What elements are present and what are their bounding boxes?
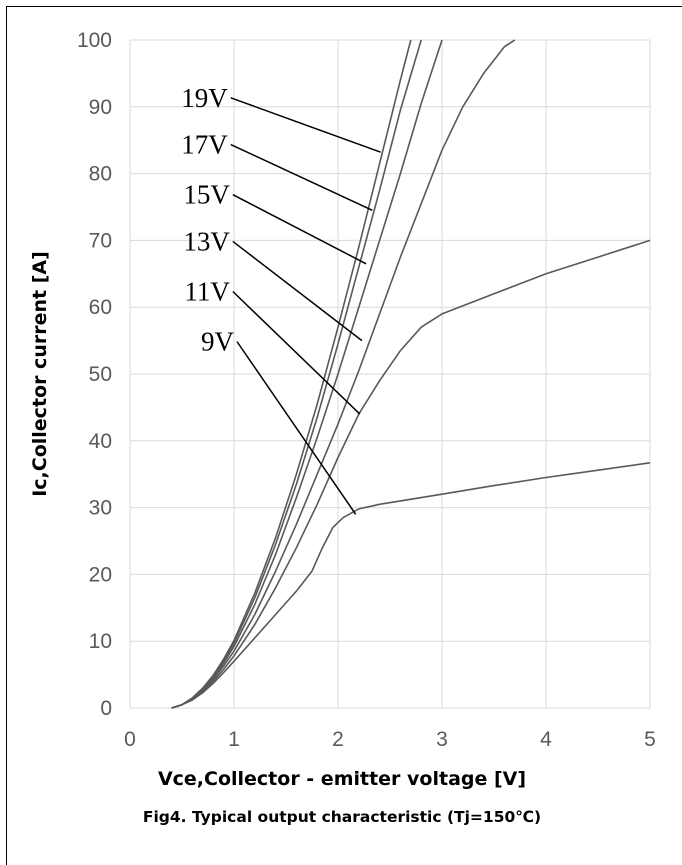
y-tick-label: 70 (89, 229, 112, 252)
x-tick-label: 5 (644, 728, 656, 751)
x-tick-label: 3 (436, 728, 448, 751)
curve-label-13V: 13V (183, 226, 230, 256)
x-tick-label: 2 (332, 728, 344, 751)
y-tick-label: 20 (89, 563, 112, 586)
leader-line-11V (232, 290, 361, 415)
y-tick-label: 90 (89, 96, 112, 119)
leader-line-15V (232, 193, 367, 265)
x-tick-label: 1 (228, 728, 240, 751)
curve-label-17V: 17V (181, 130, 228, 160)
leader-line-9V (236, 341, 357, 515)
y-tick-label: 10 (89, 630, 112, 653)
curve-label-11V: 11V (184, 277, 230, 307)
curve-label-9V: 9V (201, 327, 235, 357)
series-lines (171, 39, 651, 709)
leader-line-13V (232, 240, 363, 342)
series-line-11V (171, 239, 651, 709)
y-tick-label: 80 (89, 163, 112, 186)
x-tick-label: 4 (540, 728, 552, 751)
x-tick-label: 0 (124, 728, 136, 751)
y-tick-labels: 0 10 20 30 40 50 60 70 80 90 100 (77, 29, 112, 720)
y-tick-label: 0 (100, 697, 112, 720)
figure-caption: Fig4. Typical output characteristic (Tj=… (143, 808, 541, 826)
y-tick-label: 100 (77, 29, 112, 52)
y-tick-label: 30 (89, 497, 112, 520)
x-axis-title: Vce,Collector - emitter voltage [V] (158, 768, 526, 790)
curve-label-15V: 15V (183, 180, 230, 210)
series-line-9V (171, 462, 651, 709)
leader-line-19V (230, 97, 381, 153)
y-axis-title: Ic,Collector current [A] (29, 251, 51, 497)
series-line-19V (171, 39, 412, 709)
leader-line-17V (230, 143, 373, 212)
y-tick-label: 60 (89, 296, 112, 319)
curve-label-19V: 19V (181, 83, 228, 113)
y-tick-label: 40 (89, 430, 112, 453)
x-tick-labels: 0 1 2 3 4 5 (124, 728, 656, 751)
y-tick-label: 50 (89, 363, 112, 386)
figure-frame (6, 6, 682, 865)
curve-annotations: 19V 17V 15V 13V 11V 9V (181, 83, 381, 515)
grid (129, 39, 651, 709)
